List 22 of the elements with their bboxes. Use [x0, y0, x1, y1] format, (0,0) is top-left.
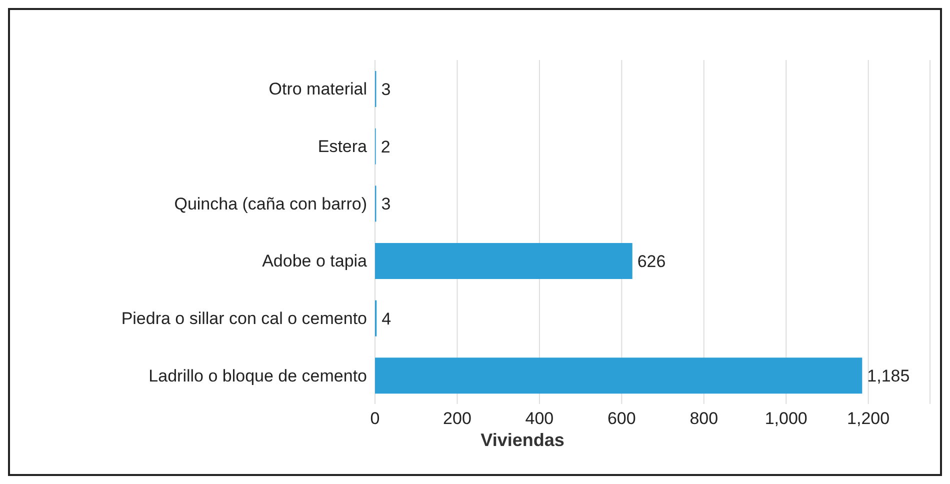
y-tick-label: Ladrillo o bloque de cemento: [148, 366, 367, 386]
x-tick-label: 1,000: [764, 409, 808, 428]
y-tick-label: Estera: [318, 137, 368, 156]
bar: [375, 243, 632, 279]
data-label: 1,185: [867, 366, 910, 386]
bar: [375, 358, 862, 394]
x-tick-label: 1,200: [847, 409, 890, 428]
y-tick-label: Otro material: [268, 80, 367, 99]
x-tick-label: 400: [525, 409, 554, 428]
data-label: 4: [382, 309, 392, 328]
y-tick-label: Adobe o tapia: [262, 252, 368, 271]
x-tick-label: 200: [443, 409, 472, 428]
data-label: 626: [637, 252, 666, 272]
x-axis-title: Viviendas: [480, 430, 564, 450]
x-tick-label: 0: [370, 409, 380, 428]
y-tick-label: Piedra o sillar con cal o cemento: [121, 309, 367, 328]
data-label: 2: [380, 137, 390, 156]
data-label: 3: [381, 194, 391, 214]
y-tick-label: Quincha (caña con barro): [174, 194, 367, 214]
x-tick-label: 800: [690, 409, 718, 428]
x-tick-label: 600: [607, 409, 636, 428]
data-label: 3: [381, 80, 391, 100]
